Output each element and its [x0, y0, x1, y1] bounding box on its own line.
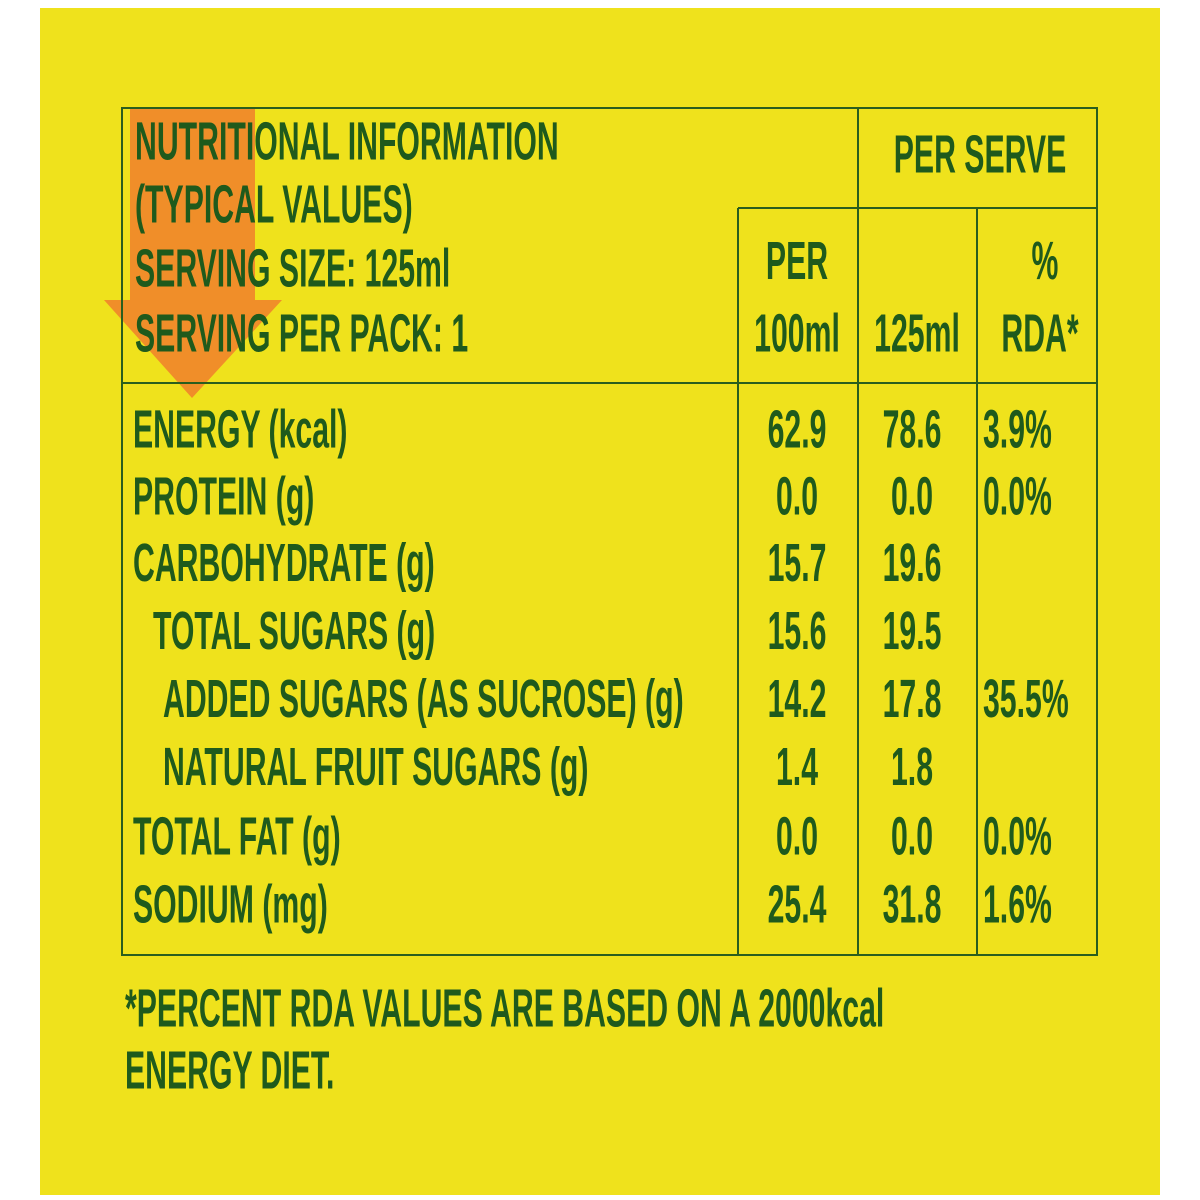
column-header: 100ml — [754, 303, 840, 363]
per-100ml: 25.4 — [768, 874, 827, 934]
column-header: 125ml — [874, 303, 960, 363]
rda-percent: 35.5% — [983, 669, 1069, 729]
per-125ml: 31.8 — [883, 874, 942, 934]
header-title: SERVING SIZE: 125ml — [135, 238, 450, 298]
column-header: % — [1032, 231, 1059, 291]
per-100ml: 62.9 — [768, 399, 827, 459]
text-layer: NUTRITIONAL INFORMATION(TYPICAL VALUES)S… — [125, 111, 1079, 1100]
nutrient-name: NATURAL FRUIT SUGARS (g) — [163, 737, 588, 797]
rda-percent: 0.0% — [983, 466, 1052, 526]
rda-percent: 0.0% — [983, 806, 1052, 866]
header-title: SERVING PER PACK: 1 — [135, 303, 468, 363]
rda-percent: 3.9% — [983, 399, 1052, 459]
per-100ml: 15.7 — [768, 533, 827, 593]
per-125ml: 19.5 — [883, 601, 942, 661]
per-serve: PER SERVE — [894, 124, 1066, 184]
nutrient-name: ADDED SUGARS (AS SUCROSE) (g) — [163, 669, 684, 729]
column-header: PER — [766, 231, 828, 291]
column-header: RDA* — [1001, 303, 1078, 363]
nutrient-name: PROTEIN (g) — [133, 466, 314, 526]
per-100ml: 0.0 — [776, 806, 818, 866]
per-100ml: 14.2 — [768, 669, 827, 729]
per-100ml: 1.4 — [776, 737, 818, 797]
per-125ml: 1.8 — [891, 737, 933, 797]
per-100ml: 0.0 — [776, 466, 818, 526]
footnote: ENERGY DIET. — [125, 1040, 334, 1100]
header-title: NUTRITIONAL INFORMATION — [135, 111, 559, 171]
per-125ml: 0.0 — [891, 466, 933, 526]
per-100ml: 15.6 — [768, 601, 827, 661]
nutrient-name: TOTAL FAT (g) — [133, 806, 341, 866]
footnote: *PERCENT RDA VALUES ARE BASED ON A 2000k… — [125, 978, 884, 1038]
per-125ml: 17.8 — [883, 669, 942, 729]
header-title: (TYPICAL VALUES) — [135, 174, 413, 234]
per-125ml: 78.6 — [883, 399, 942, 459]
per-125ml: 0.0 — [891, 806, 933, 866]
per-125ml: 19.6 — [883, 533, 942, 593]
table-border — [121, 107, 1098, 956]
nutrient-name: ENERGY (kcal) — [133, 399, 347, 459]
nutrient-name: CARBOHYDRATE (g) — [133, 533, 435, 593]
arrow-icon — [104, 108, 282, 398]
nutrient-name: TOTAL SUGARS (g) — [153, 601, 435, 661]
rda-percent: 1.6% — [983, 874, 1052, 934]
nutrient-name: SODIUM (mg) — [133, 874, 328, 934]
